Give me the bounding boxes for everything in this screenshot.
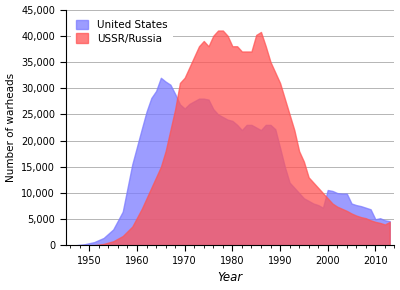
X-axis label: Year: Year bbox=[217, 271, 243, 284]
Legend: United States, USSR/Russia: United States, USSR/Russia bbox=[71, 15, 173, 49]
Y-axis label: Number of warheads: Number of warheads bbox=[6, 73, 16, 182]
